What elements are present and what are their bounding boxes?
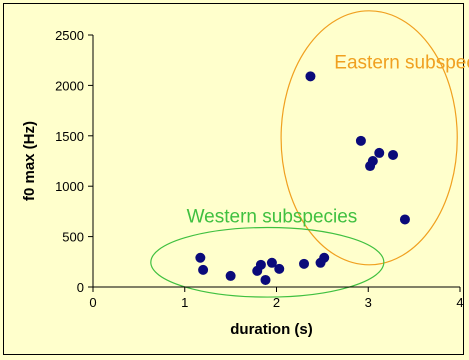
- data-point: [305, 71, 316, 82]
- x-tick-label: 0: [89, 295, 96, 310]
- y-axis-title: f0 max (Hz): [21, 121, 38, 201]
- data-point: [319, 252, 330, 263]
- cluster-ellipses: [150, 10, 458, 298]
- y-tick-label: 1000: [55, 179, 84, 194]
- data-point: [355, 135, 366, 146]
- cluster-label-western: Western subspecies: [187, 206, 358, 227]
- cluster-ellipse-eastern: [280, 10, 458, 266]
- x-tick-label: 3: [365, 295, 372, 310]
- x-tick-label: 4: [456, 295, 463, 310]
- x-ticks: 0 1 2 3 4: [89, 287, 464, 310]
- data-point: [195, 252, 206, 263]
- data-point: [388, 149, 399, 160]
- cluster-ellipse-western: [150, 226, 385, 298]
- chart-frame: [3, 3, 464, 355]
- cluster-labels: Eastern subspecies Western subspecies: [187, 52, 469, 227]
- data-point: [367, 156, 378, 166]
- data-point: [198, 264, 209, 275]
- x-axis-title: duration (s): [230, 321, 313, 338]
- data-point: [255, 259, 266, 270]
- data-points: [195, 71, 410, 285]
- data-point: [266, 257, 277, 268]
- data-point: [374, 147, 385, 158]
- y-tick-label: 0: [77, 280, 84, 295]
- y-tick-label: 500: [62, 230, 84, 245]
- y-tick-label: 2000: [55, 78, 84, 93]
- y-ticks: 0 500 1000 1500 2000 2500: [55, 28, 93, 295]
- x-tick-label: 2: [273, 295, 280, 310]
- data-point: [299, 258, 310, 269]
- cluster-label-eastern: Eastern subspecies: [334, 52, 469, 73]
- y-tick-label: 1500: [55, 129, 84, 144]
- data-point: [225, 270, 236, 281]
- data-point: [274, 263, 285, 274]
- data-point: [399, 214, 410, 225]
- y-tick-label: 2500: [55, 28, 84, 43]
- data-point: [260, 274, 271, 285]
- x-tick-label: 1: [181, 295, 188, 310]
